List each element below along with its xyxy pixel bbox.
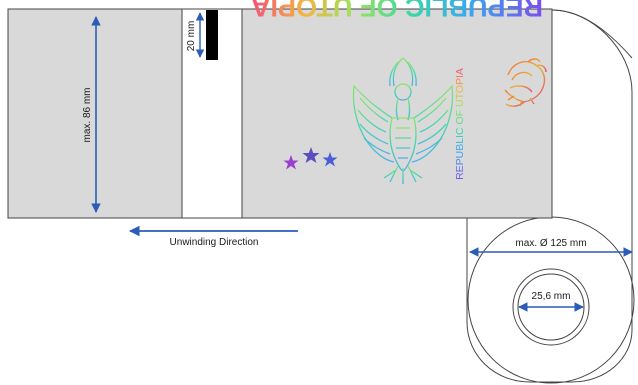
- label-side-text: REPUBLIC OF UTOPIA: [454, 68, 466, 180]
- unwinding-direction-label: Unwinding Direction: [170, 237, 259, 248]
- star-icon: [322, 152, 338, 167]
- core-diameter-label: 25,6 mm: [532, 291, 571, 302]
- gap-dimension-label: 20 mm: [186, 21, 197, 52]
- core-circle-inner: [517, 273, 585, 341]
- roll-diameter-label: max. Ø 125 mm: [515, 238, 586, 249]
- lion-emblem: [504, 58, 547, 107]
- eagle-emblem: [352, 57, 454, 184]
- star-icon: [302, 147, 320, 163]
- height-dimension-label: max. 86 mm: [82, 87, 93, 142]
- roll-outline: [466, 9, 633, 383]
- core-circle-outer: [512, 268, 590, 346]
- label-1: [7, 8, 183, 219]
- star-icon: [283, 155, 299, 170]
- gap-marker-bar: [206, 10, 218, 60]
- label-title: REPUBLIC OF UTOPIA: [251, 0, 543, 22]
- stars-group: [283, 147, 338, 170]
